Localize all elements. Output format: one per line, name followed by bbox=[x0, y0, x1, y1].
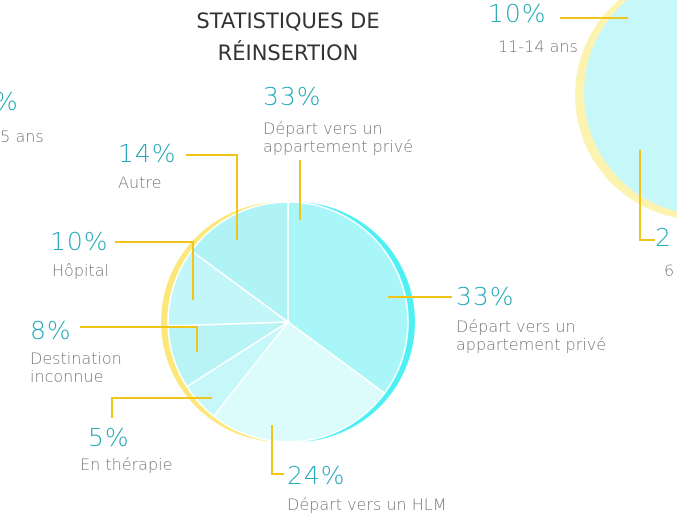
fragment-text: 11-14 ans bbox=[498, 37, 578, 56]
value-label: 33% bbox=[456, 282, 515, 311]
annotation-value: 33% bbox=[263, 82, 322, 111]
category-label: Départ vers un HLM bbox=[287, 495, 447, 514]
fragment-text: 6 bbox=[664, 261, 675, 280]
category-label: Autre bbox=[118, 173, 162, 192]
value-label: 24% bbox=[287, 461, 346, 490]
annotation-text: Départ vers un appartement privé bbox=[263, 119, 414, 157]
fragment-text: 10% bbox=[488, 0, 547, 28]
category-label: Hôpital bbox=[52, 261, 109, 280]
pie-slice bbox=[167, 249, 291, 327]
partial-pie-body bbox=[584, 0, 677, 212]
value-label: 8% bbox=[30, 316, 72, 345]
leader-line bbox=[80, 326, 198, 352]
value-label: 10% bbox=[50, 227, 109, 256]
leader-line bbox=[186, 154, 238, 240]
chart-title: STATISTIQUES DE RÉINSERTION bbox=[196, 9, 380, 65]
category-label: Destination inconnue bbox=[30, 349, 122, 387]
value-label: 14% bbox=[118, 139, 177, 168]
category-label: Départ vers un appartement privé bbox=[456, 317, 607, 355]
partial-leader bbox=[560, 17, 655, 241]
pie-slice bbox=[190, 201, 289, 324]
fragment-text: 2 bbox=[655, 223, 672, 252]
fragment-text: % bbox=[0, 87, 19, 117]
value-label: 5% bbox=[88, 423, 130, 452]
fragment-text: 35 ans bbox=[0, 127, 44, 146]
leader-line bbox=[271, 425, 284, 475]
category-label: En thérapie bbox=[80, 455, 173, 474]
partial-pie bbox=[560, 0, 677, 241]
leader-line bbox=[115, 241, 194, 300]
leader-line bbox=[111, 397, 212, 418]
pie-slice bbox=[212, 320, 386, 443]
pie-slice bbox=[287, 201, 409, 395]
